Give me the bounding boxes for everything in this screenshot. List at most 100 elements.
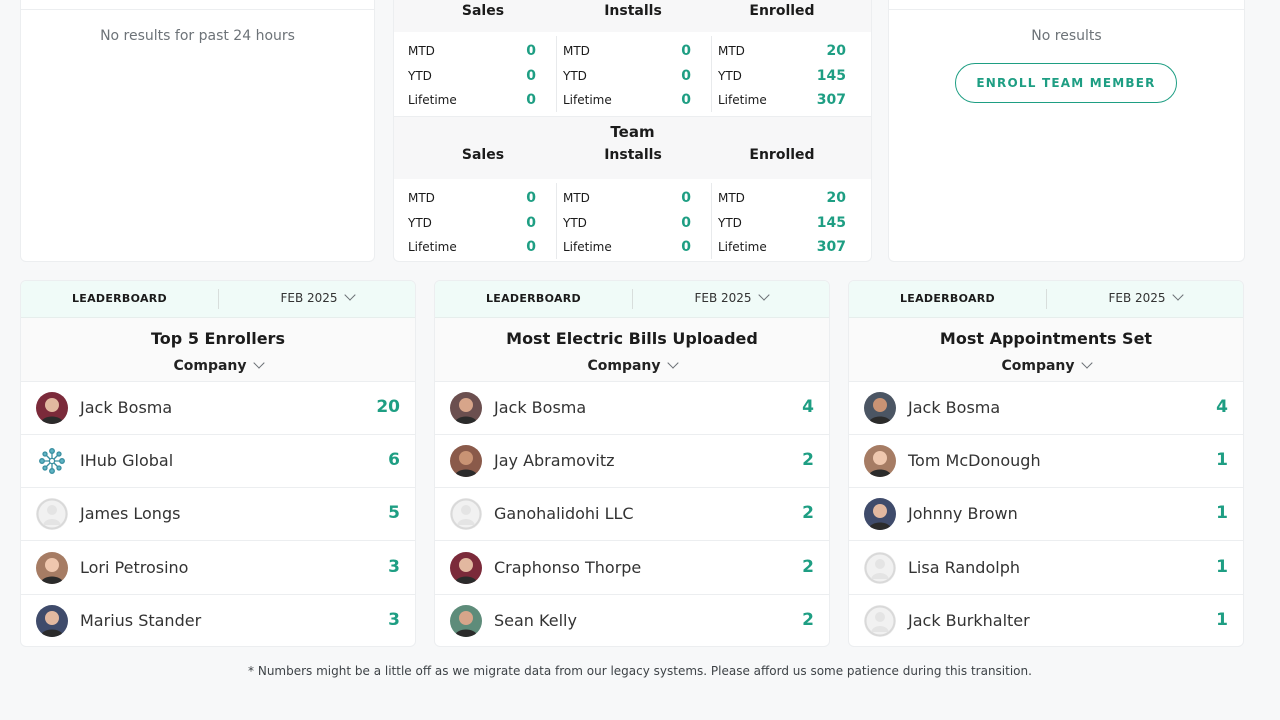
leaderboard-row[interactable]: Tom McDonough 1 (849, 435, 1243, 489)
stat-period-label: YTD (563, 68, 587, 83)
activity-card: No results for past 24 hours (20, 0, 375, 262)
month-selector[interactable]: FEB 2025 (219, 289, 415, 305)
month-selector[interactable]: FEB 2025 (633, 289, 829, 305)
stat-enrolled-row: Lifetime 307 (704, 236, 854, 260)
photo-avatar (36, 551, 68, 584)
scope-filter-dropdown[interactable]: Company (849, 357, 1243, 374)
stat-installs-row: MTD 0 (549, 40, 699, 64)
stat-period-label: Lifetime (408, 240, 457, 254)
placeholder-avatar (36, 498, 68, 531)
leaderboard-row[interactable]: Jack Bosma 4 (435, 382, 829, 435)
member-score: 5 (388, 503, 400, 524)
stat-enrolled-row: MTD 20 (704, 40, 854, 64)
member-score: 20 (376, 397, 400, 417)
scope-filter-dropdown[interactable]: Company (21, 357, 415, 374)
column-title-sales: Sales (461, 3, 505, 19)
leaderboard-row[interactable]: Johnny Brown 1 (849, 488, 1243, 542)
stat-period-label: MTD (718, 191, 745, 205)
scope-filter-value: Company (1001, 358, 1075, 374)
month-selector[interactable]: FEB 2025 (1047, 289, 1243, 305)
leaderboard-title: Most Electric Bills Uploaded (506, 329, 758, 348)
member-name: Lisa Randolph (908, 557, 1020, 577)
stat-period-label: YTD (718, 215, 742, 230)
column-title-enrolled: Enrolled (749, 147, 815, 163)
stat-value: 20 (826, 190, 846, 206)
stat-period-label: MTD (408, 44, 435, 58)
member-score: 4 (802, 397, 814, 417)
stat-value: 20 (826, 43, 846, 59)
stat-period-label: Lifetime (563, 93, 612, 107)
stat-value: 0 (526, 239, 536, 255)
stat-value: 307 (816, 239, 846, 255)
stat-period-label: MTD (563, 44, 590, 58)
leaderboard-appointments: LEADERBOARD FEB 2025 Most Appointments Set… (848, 280, 1244, 647)
leaderboard-label: LEADERBOARD (71, 292, 167, 305)
header-divider (1046, 289, 1047, 309)
personal-stats-header: Sales Installs Enrolled (394, 0, 871, 32)
member-name: Jack Burkhalter (908, 610, 1030, 630)
stat-installs-row: Lifetime 0 (549, 236, 699, 260)
stat-value: 0 (681, 43, 691, 59)
column-title-sales: Sales (461, 147, 505, 163)
month-value: FEB 2025 (1108, 291, 1166, 305)
leaderboard-row[interactable]: James Longs 5 (21, 488, 415, 542)
member-name: Jay Abramovitz (494, 451, 615, 471)
member-name: Craphonso Thorpe (494, 557, 642, 577)
stat-period-label: YTD (563, 215, 587, 230)
leaderboard-title-section: Top 5 Enrollers Company (21, 318, 415, 382)
stat-period-label: YTD (408, 68, 432, 83)
member-name: Tom McDonough (908, 451, 1041, 471)
leaderboard-row[interactable]: Craphonso Thorpe 2 (435, 542, 829, 595)
chevron-down-icon (1080, 357, 1093, 369)
stat-period-label: YTD (408, 215, 432, 230)
photo-avatar (864, 392, 896, 424)
month-value: FEB 2025 (280, 291, 338, 305)
stat-enrolled-row: YTD 145 (704, 212, 854, 236)
stats-card: Sales Installs Enrolled MTD 0 YTD 0 Lifetime… (393, 0, 872, 262)
leaderboard-row[interactable]: Lisa Randolph 1 (849, 542, 1243, 595)
stat-period-label: MTD (718, 44, 745, 58)
stat-enrolled-row: Lifetime 307 (704, 89, 854, 113)
leaderboard-row[interactable]: Ganohalidohi LLC 2 (435, 488, 829, 542)
column-divider (556, 183, 557, 259)
photo-avatar (36, 392, 68, 424)
leaderboard-row[interactable]: Jack Burkhalter 1 (849, 595, 1243, 646)
leaderboard-row[interactable]: Sean Kelly 2 (435, 595, 829, 646)
stat-value: 0 (681, 214, 691, 231)
leaderboard-header: LEADERBOARD FEB 2025 (849, 281, 1243, 318)
placeholder-avatar (864, 604, 896, 637)
leaderboard-row[interactable]: Jay Abramovitz 2 (435, 435, 829, 489)
member-score: 1 (1216, 556, 1228, 577)
column-title-enrolled: Enrolled (749, 3, 815, 19)
leaderboard-label: LEADERBOARD (485, 292, 581, 305)
empty-message: No results (1031, 28, 1102, 44)
stat-sales-row: Lifetime 0 (394, 89, 544, 113)
stat-installs-row: YTD 0 (549, 65, 699, 89)
card-divider (889, 9, 1244, 10)
team-card: No results ENROLL TEAM MEMBER (888, 0, 1245, 262)
stat-sales-row: YTD 0 (394, 212, 544, 236)
photo-avatar (864, 498, 896, 531)
leaderboard-electric-bills: LEADERBOARD FEB 2025 Most Electric Bills U… (434, 280, 830, 647)
member-name: Sean Kelly (494, 610, 577, 630)
scope-filter-value: Company (173, 358, 247, 374)
leaderboard-row[interactable]: Jack Bosma 20 (21, 382, 415, 435)
header-divider (218, 289, 219, 309)
leaderboard-row[interactable]: Marius Stander 3 (21, 595, 415, 646)
migration-footnote: * Numbers might be a little off as we mi… (248, 664, 1032, 678)
enroll-team-member-button[interactable]: ENROLL TEAM MEMBER (955, 63, 1177, 103)
member-score: 3 (388, 556, 400, 577)
leaderboard-row[interactable]: IHub Global 6 (21, 435, 415, 489)
stat-sales-row: MTD 0 (394, 40, 544, 64)
stat-value: 0 (526, 190, 536, 206)
member-name: IHub Global (80, 451, 174, 471)
stat-value: 0 (681, 67, 691, 84)
column-divider (711, 183, 712, 259)
stat-sales-row: YTD 0 (394, 65, 544, 89)
leaderboard-row[interactable]: Lori Petrosino 3 (21, 542, 415, 595)
stat-value: 0 (526, 43, 536, 59)
scope-filter-dropdown[interactable]: Company (435, 357, 829, 374)
leaderboard-row[interactable]: Jack Bosma 4 (849, 382, 1243, 435)
stat-value: 0 (526, 92, 536, 108)
member-score: 2 (802, 556, 814, 577)
